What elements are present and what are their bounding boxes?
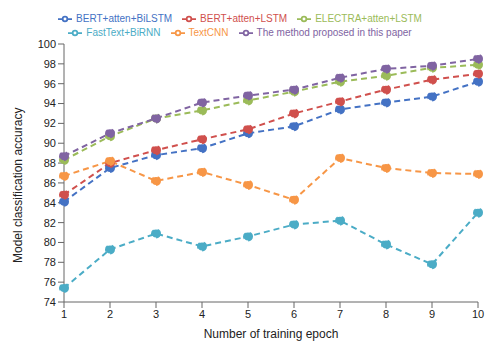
svg-text:84: 84 [44,197,56,209]
svg-text:82: 82 [44,217,56,229]
svg-text:92: 92 [44,117,56,129]
svg-text:80: 80 [44,236,56,248]
svg-text:8: 8 [383,308,389,320]
svg-text:Number of training epoch: Number of training epoch [204,327,339,341]
svg-text:96: 96 [44,78,56,90]
svg-text:90: 90 [44,137,56,149]
svg-text:4: 4 [199,308,205,320]
svg-text:9: 9 [429,308,435,320]
svg-text:94: 94 [44,97,56,109]
svg-text:5: 5 [245,308,251,320]
html-text:ELECTRA+atten+LSTM: ELECTRA+atten+LSTM [315,12,422,24]
svg-text:2: 2 [107,308,113,320]
svg-text:100: 100 [38,38,56,50]
svg-text:1: 1 [61,308,67,320]
html-text:The method proposed in this pa: The method proposed in this paper [256,26,412,38]
svg-text:3: 3 [153,308,159,320]
svg-text:98: 98 [44,58,56,70]
svg-text:76: 76 [44,276,56,288]
svg-text:7: 7 [337,308,343,320]
html-text:BERT+atten+LSTM: BERT+atten+LSTM [200,12,288,24]
html-text:TextCNN: TextCNN [188,26,229,38]
svg-text:86: 86 [44,177,56,189]
html-text:FastText+BiRNN: FastText+BiRNN [86,26,161,38]
svg-text:88: 88 [44,157,56,169]
svg-text:Model classification accuracy: Model classification accuracy [11,108,25,263]
svg-text:78: 78 [44,256,56,268]
svg-text:10: 10 [472,308,484,320]
svg-text:74: 74 [44,296,56,308]
html-text:BERT+atten+BiLSTM: BERT+atten+BiLSTM [76,12,173,24]
svg-text:6: 6 [291,308,297,320]
